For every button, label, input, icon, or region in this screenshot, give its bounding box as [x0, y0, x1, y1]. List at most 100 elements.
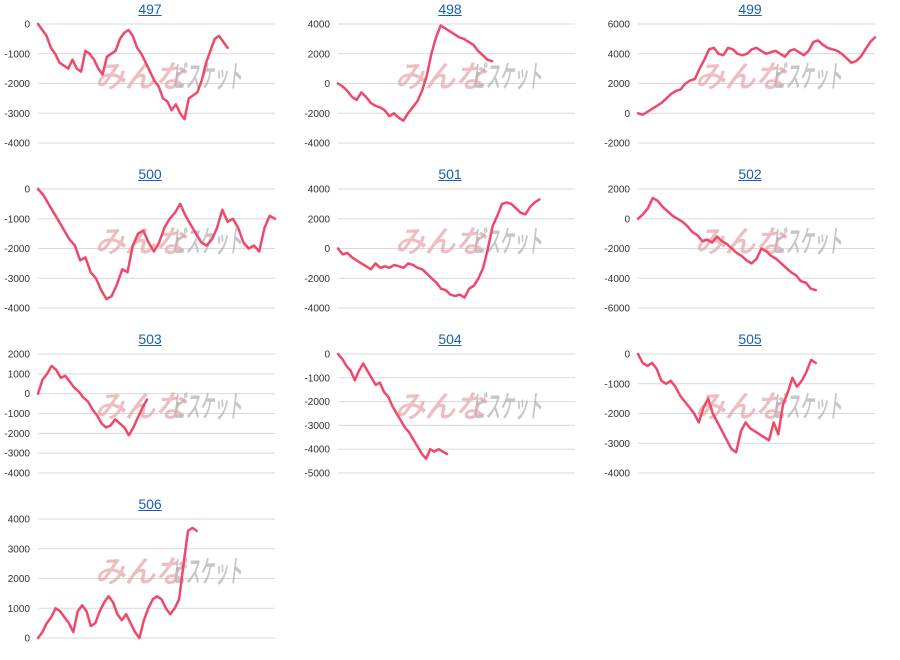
- chart-title-link[interactable]: 501: [438, 166, 462, 182]
- y-tick-label: -3000: [4, 274, 30, 285]
- y-tick-label: 0: [24, 634, 30, 645]
- y-tick-label: -2000: [304, 274, 330, 285]
- y-tick-label: 4000: [8, 515, 31, 526]
- chart-title-link[interactable]: 499: [738, 1, 762, 17]
- watermark-text-secondary: ビスケット: [472, 60, 542, 95]
- y-tick-label: -2000: [304, 397, 330, 408]
- y-tick-label: -1000: [4, 409, 30, 420]
- chart-panel: 501 4000 2000 0 -2000 -4000 みんな ビスケット: [300, 165, 600, 330]
- y-tick-label: -4000: [604, 274, 630, 285]
- y-tick-label: 4000: [308, 185, 331, 196]
- y-tick-label: -2000: [4, 429, 30, 440]
- y-tick-label: -2000: [304, 109, 330, 120]
- y-tick-label: 2000: [8, 350, 31, 361]
- chart-panel: 506 4000 3000 2000 1000 0 みんな ビスケット: [0, 495, 300, 660]
- y-tick-label: -4000: [604, 469, 630, 480]
- y-tick-label: -2000: [604, 409, 630, 420]
- chart-panel: 504 0 -1000 -2000 -3000 -4000 -5000 みんな ビスケット: [300, 330, 600, 495]
- y-tick-label: 0: [624, 350, 630, 361]
- chart-panel: 497 0 -1000 -2000 -3000 -4000 みんな ビスケット: [0, 0, 300, 165]
- y-tick-label: 2000: [308, 214, 331, 225]
- series-line: [636, 36, 877, 116]
- y-tick-label: -1000: [304, 373, 330, 384]
- watermark-text-primary: みんな: [395, 60, 488, 95]
- y-tick-label: 2000: [608, 79, 631, 90]
- chart-title-link[interactable]: 497: [138, 1, 162, 17]
- chart-panel: 502 2000 0 -2000 -4000 -6000 みんな ビスケット: [600, 165, 900, 330]
- chart-panel: 500 0 -1000 -2000 -3000 -4000 みんな ビスケット: [0, 165, 300, 330]
- y-tick-label: 6000: [608, 20, 631, 31]
- chart-panel: 499 6000 4000 2000 0 -2000 みんな ビスケット: [600, 0, 900, 165]
- y-tick-label: 0: [324, 79, 330, 90]
- chart-panel: 498 4000 2000 0 -2000 -4000 みんな ビスケット: [300, 0, 600, 165]
- chart-title-link[interactable]: 502: [738, 166, 762, 182]
- y-tick-label: -5000: [304, 469, 330, 480]
- chart-title-link[interactable]: 503: [138, 331, 162, 347]
- chart-title-link[interactable]: 500: [138, 166, 162, 182]
- watermark-text-secondary: ビスケット: [472, 225, 542, 260]
- watermark-text-secondary: ビスケット: [772, 60, 842, 95]
- watermark-text-primary: みんな: [695, 60, 788, 95]
- y-tick-label: 2000: [8, 574, 31, 585]
- series-line: [36, 22, 229, 121]
- series-line: [36, 364, 149, 437]
- chart-panel: 505 0 -1000 -2000 -3000 -4000 みんな ビスケット: [600, 330, 900, 495]
- series-line: [336, 24, 494, 122]
- y-tick-label: 4000: [308, 20, 331, 31]
- watermark-text-secondary: ビスケット: [172, 60, 242, 95]
- chart-title-link[interactable]: 505: [738, 331, 762, 347]
- y-tick-label: 0: [324, 350, 330, 361]
- y-tick-label: -4000: [304, 304, 330, 315]
- series-line: [36, 187, 277, 301]
- y-tick-label: -1000: [4, 214, 30, 225]
- series-line: [336, 352, 449, 460]
- y-tick-label: -2000: [604, 139, 630, 150]
- y-tick-label: 2000: [608, 185, 631, 196]
- y-tick-label: -4000: [4, 304, 30, 315]
- y-tick-label: 0: [24, 389, 30, 400]
- y-tick-label: -3000: [604, 439, 630, 450]
- y-tick-label: 4000: [608, 49, 631, 60]
- y-tick-label: -1000: [604, 379, 630, 390]
- y-tick-label: 0: [624, 109, 630, 120]
- series-line: [336, 198, 541, 299]
- y-tick-label: -1000: [4, 49, 30, 60]
- chart-title-link[interactable]: 506: [138, 496, 162, 512]
- y-tick-label: -4000: [304, 139, 330, 150]
- y-tick-label: -4000: [4, 469, 30, 480]
- y-tick-label: -2000: [4, 79, 30, 90]
- watermark-text-primary: みんな: [395, 225, 488, 260]
- y-tick-label: 0: [24, 20, 30, 31]
- y-tick-label: 0: [624, 214, 630, 225]
- y-tick-label: -4000: [4, 139, 30, 150]
- watermark-text-primary: みんな: [395, 390, 488, 425]
- y-tick-label: 2000: [308, 49, 331, 60]
- chart-panel: 503 2000 1000 0 -1000 -2000 -3000 -4000 みんな ビスケット: [0, 330, 300, 495]
- watermark-text-secondary: ビスケット: [472, 390, 542, 425]
- y-tick-label: 0: [24, 185, 30, 196]
- chart-title-link[interactable]: 498: [438, 1, 462, 17]
- y-tick-label: 3000: [8, 544, 31, 555]
- watermark-text-secondary: ビスケット: [172, 225, 242, 260]
- y-tick-label: -3000: [4, 109, 30, 120]
- watermark-text-secondary: ビスケット: [172, 390, 242, 425]
- chart-title-link[interactable]: 504: [438, 331, 462, 347]
- y-tick-label: -3000: [304, 421, 330, 432]
- y-tick-label: -3000: [4, 449, 30, 460]
